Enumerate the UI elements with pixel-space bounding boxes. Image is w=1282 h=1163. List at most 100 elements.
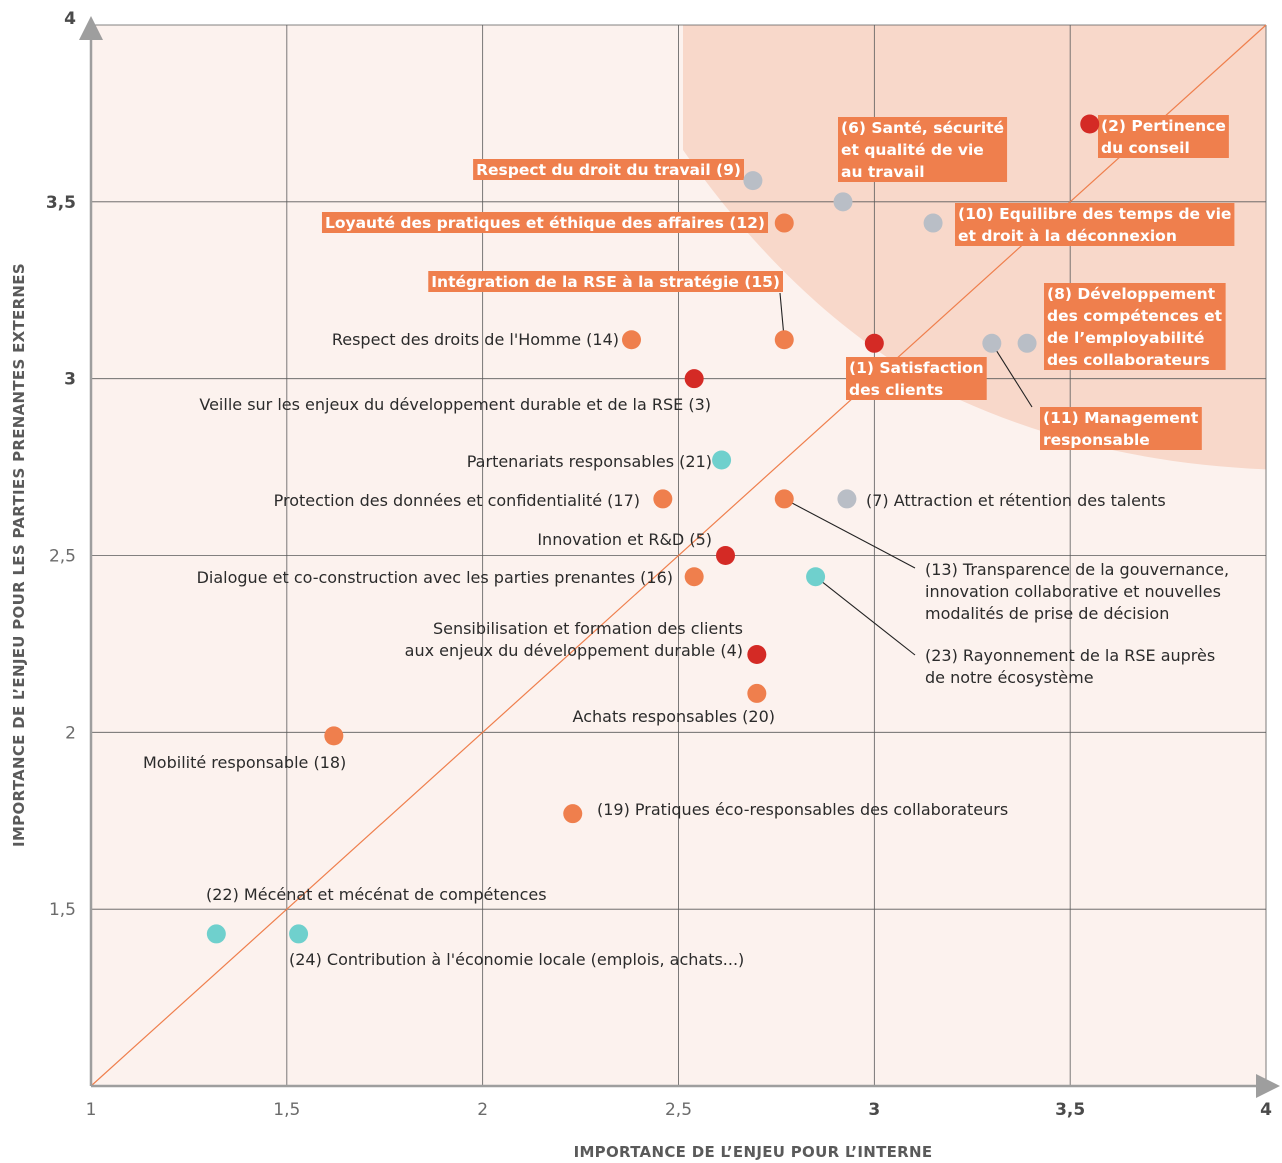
data-point-18 — [324, 726, 344, 746]
data-point-17 — [653, 489, 673, 509]
data-point-10 — [923, 213, 943, 233]
point-label-line: au travail — [841, 163, 925, 181]
point-label-line: Innovation et R&D (5) — [537, 530, 712, 549]
highlight-box — [428, 271, 783, 292]
point-label-23: (23) Rayonnement de la RSE auprès de notr… — [925, 646, 1215, 687]
point-label-24: (24) Contribution à l'économie locale (e… — [289, 950, 744, 969]
data-point-12 — [774, 213, 794, 233]
point-label-line: Veille sur les enjeux du développement d… — [199, 395, 711, 414]
point-label-line: (8) Développement — [1047, 285, 1216, 303]
point-label-text: (1) Satisfaction des clients — [849, 359, 984, 399]
point-label-line: de l’employabilité — [1047, 329, 1204, 347]
data-point-6 — [833, 192, 853, 212]
data-point-11 — [982, 333, 1002, 353]
point-label-text: Protection des données et confidentialit… — [274, 491, 640, 510]
point-label-text: Respect des droits de l'Homme (14) — [332, 330, 619, 349]
highlight-box — [955, 203, 1235, 246]
highlight-box — [838, 117, 1008, 182]
data-points — [206, 114, 1100, 944]
highlight-box — [1040, 407, 1202, 450]
axes — [79, 16, 1280, 1098]
point-label-7: (7) Attraction et rétention des talents — [866, 491, 1166, 510]
data-point-7 — [837, 489, 857, 509]
point-label-line: innovation collaborative et nouvelles — [925, 582, 1221, 601]
y-axis-title: IMPORTANCE DE L’ENJEU POUR LES PARTIES P… — [10, 263, 28, 847]
data-point-22 — [206, 924, 226, 944]
point-label-text: (7) Attraction et rétention des talents — [866, 491, 1166, 510]
point-label-line: du conseil — [1101, 139, 1190, 157]
data-point-20 — [747, 683, 767, 703]
highlight-box — [321, 212, 768, 233]
point-label-text: Dialogue et co-construction avec les par… — [197, 568, 673, 587]
highlight-box — [473, 159, 744, 180]
point-label-19: (19) Pratiques éco-responsables des coll… — [597, 800, 1008, 819]
point-label-text: Respect du droit du travail (9) — [476, 161, 741, 179]
y-tick-label: 2 — [65, 723, 76, 743]
point-label-text: Partenariats responsables (21) — [467, 452, 712, 471]
point-label-text: (6) Santé, sécurité et qualité de vie au t… — [841, 119, 1004, 181]
data-point-4 — [747, 645, 767, 665]
x-axis-title: IMPORTANCE DE L’ENJEU POUR L’INTERNE — [574, 1143, 933, 1161]
data-point-1 — [864, 333, 884, 353]
data-point-23 — [806, 567, 826, 587]
point-label-2: (2) Pertinence du conseil — [1098, 115, 1229, 158]
point-label-line: (10) Equilibre des temps de vie — [958, 205, 1231, 223]
point-label-text: (23) Rayonnement de la RSE auprès de notr… — [925, 646, 1215, 687]
point-label-20: Achats responsables (20) — [573, 707, 775, 726]
data-point-3 — [684, 369, 704, 389]
y-axis-arrow-icon — [79, 16, 103, 40]
x-tick-label: 2 — [477, 1100, 488, 1120]
x-tick-label: 1,5 — [273, 1100, 300, 1120]
data-point-13 — [774, 489, 794, 509]
point-label-line: aux enjeux du développement durable (4) — [405, 641, 743, 660]
leader-lines — [779, 292, 1033, 656]
data-point-5 — [716, 546, 735, 565]
point-label-3: Veille sur les enjeux du développement d… — [199, 395, 711, 414]
x-tick-label: 3,5 — [1055, 1100, 1085, 1120]
point-label-line: (1) Satisfaction — [849, 359, 984, 377]
point-label-text: Veille sur les enjeux du développement d… — [199, 395, 711, 414]
point-label-17: Protection des données et confidentialit… — [274, 491, 640, 510]
point-label-text: (2) Pertinence du conseil — [1101, 117, 1226, 157]
point-label-line: Respect du droit du travail (9) — [476, 161, 741, 179]
point-label-10: (10) Equilibre des temps de vie et droit … — [955, 203, 1235, 246]
point-label-line: des clients — [849, 381, 943, 399]
point-label-line: (6) Santé, sécurité — [841, 119, 1004, 137]
point-label-line: (13) Transparence de la gouvernance, — [925, 560, 1229, 579]
data-point-8 — [1017, 333, 1037, 353]
data-point-21 — [712, 450, 732, 470]
point-label-text: Achats responsables (20) — [573, 707, 775, 726]
point-label-text: Sensibilisation et formation des clients… — [405, 619, 743, 660]
data-point-2 — [1080, 114, 1100, 134]
y-tick-label: 3 — [64, 370, 76, 390]
point-label-line: Dialogue et co-construction avec les par… — [197, 568, 673, 587]
data-point-15 — [774, 330, 794, 350]
point-label-line: (19) Pratiques éco-responsables des coll… — [597, 800, 1008, 819]
point-label-1: (1) Satisfaction des clients — [846, 357, 987, 400]
point-label-18: Mobilité responsable (18) — [143, 753, 346, 772]
point-label-line: Protection des données et confidentialit… — [274, 491, 640, 510]
highlight-box — [1044, 283, 1226, 370]
point-label-line: (2) Pertinence — [1101, 117, 1226, 135]
point-label-text: (13) Transparence de la gouvernance, inno… — [925, 560, 1229, 623]
point-label-13: (13) Transparence de la gouvernance, inno… — [925, 560, 1229, 623]
point-label-text: Intégration de la RSE à la stratégie (15… — [431, 273, 780, 291]
point-label-text: (10) Equilibre des temps de vie et droit … — [958, 205, 1231, 245]
point-label-22: (22) Mécénat et mécénat de compétences — [206, 885, 547, 904]
y-tick-label: 2,5 — [49, 547, 76, 567]
point-label-12: Loyauté des pratiques et éthique des aff… — [321, 212, 768, 233]
point-label-14: Respect des droits de l'Homme (14) — [332, 330, 619, 349]
leader-line — [815, 576, 916, 656]
point-label-line: des collaborateurs — [1047, 351, 1210, 369]
point-label-text: (22) Mécénat et mécénat de compétences — [206, 885, 547, 904]
point-label-line: des compétences et — [1047, 307, 1223, 325]
highlight-box — [846, 357, 987, 400]
point-label-16: Dialogue et co-construction avec les par… — [197, 568, 673, 587]
point-label-line: Intégration de la RSE à la stratégie (15… — [431, 273, 780, 291]
data-point-14 — [622, 330, 641, 350]
point-label-line: Achats responsables (20) — [573, 707, 775, 726]
x-tick-label: 2,5 — [665, 1100, 692, 1120]
point-label-line: responsable — [1043, 431, 1150, 449]
highlight-box — [1098, 115, 1229, 158]
